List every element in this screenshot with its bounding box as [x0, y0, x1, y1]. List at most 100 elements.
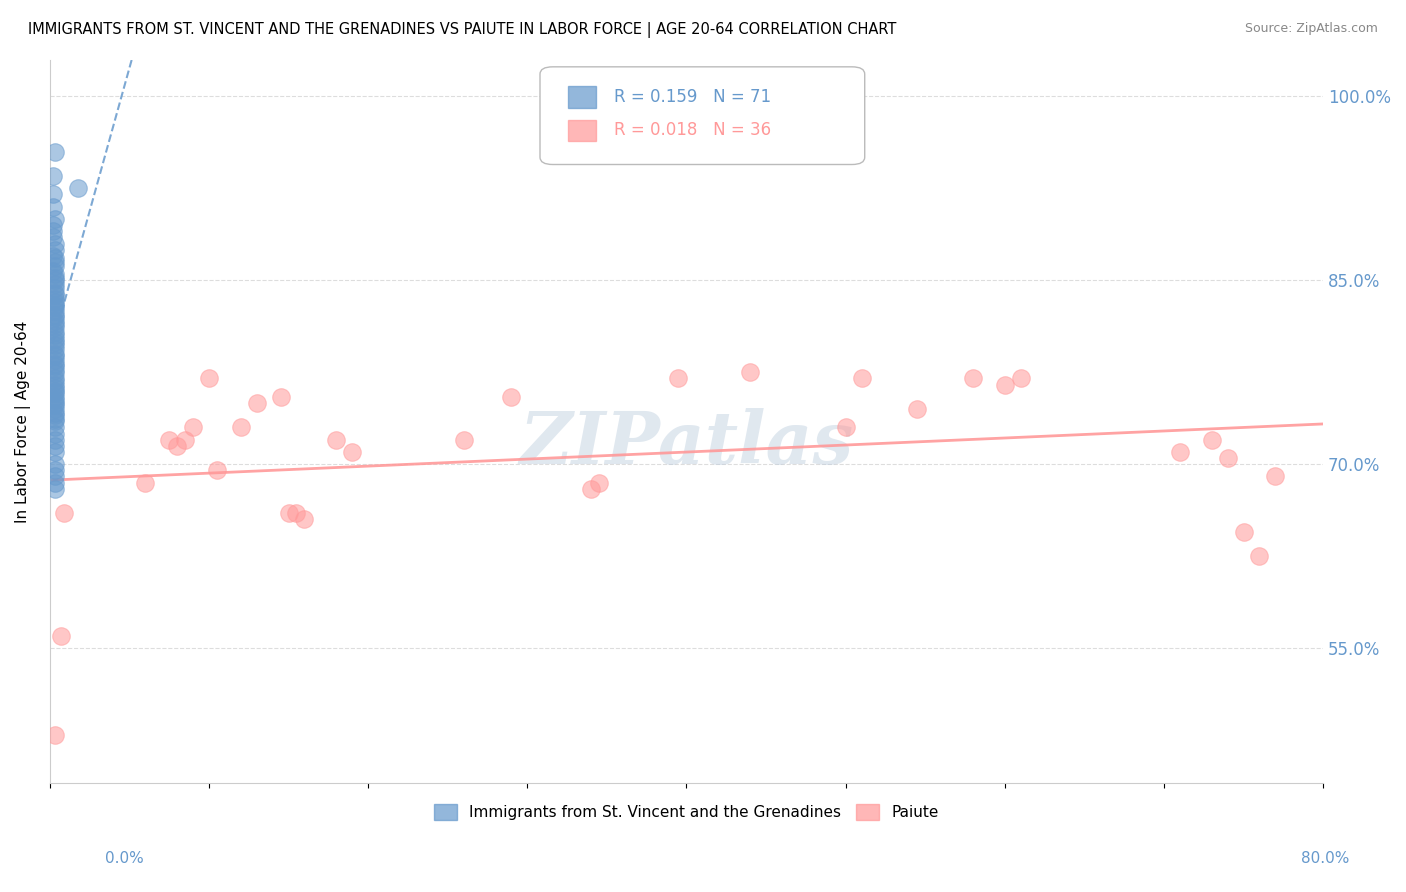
Point [44, 295, 66, 310]
Point [42, 249, 65, 263]
Point [44, 314, 66, 328]
Point [174, 433, 197, 447]
Point [44, 374, 66, 388]
Point [44, 243, 66, 257]
Point [44, 398, 66, 412]
Point [44, 359, 66, 373]
Point [44, 288, 66, 302]
Point [44, 412, 66, 426]
Point [1249, 549, 1271, 564]
Point [44, 271, 66, 285]
Point [44, 332, 66, 346]
Point [905, 402, 928, 417]
Point [44, 386, 66, 401]
Text: ZIPatlas: ZIPatlas [519, 408, 853, 478]
Legend: Immigrants from St. Vincent and the Grenadines, Paiute: Immigrants from St. Vincent and the Gren… [427, 797, 945, 826]
Point [42, 218, 65, 232]
Point [44, 145, 66, 159]
Point [166, 439, 188, 453]
Point [668, 371, 690, 385]
Point [294, 512, 316, 526]
Text: IMMIGRANTS FROM ST. VINCENT AND THE GRENADINES VS PAIUTE IN LABOR FORCE | AGE 20: IMMIGRANTS FROM ST. VINCENT AND THE GREN… [28, 22, 897, 38]
Point [44, 349, 66, 363]
Point [44, 357, 66, 371]
Point [44, 252, 66, 266]
Point [44, 384, 66, 398]
Point [44, 420, 66, 434]
Point [44, 367, 66, 381]
Point [285, 506, 308, 520]
Point [44, 319, 66, 334]
Point [44, 396, 66, 410]
Point [49, 629, 72, 643]
Point [851, 371, 873, 385]
Point [962, 371, 984, 385]
Point [205, 463, 228, 477]
Point [44, 328, 66, 343]
Point [44, 439, 66, 453]
Point [44, 334, 66, 349]
Text: Source: ZipAtlas.com: Source: ZipAtlas.com [1244, 22, 1378, 36]
Point [44, 308, 66, 322]
Point [44, 414, 66, 428]
Point [134, 475, 156, 490]
Point [44, 255, 66, 269]
Point [44, 393, 66, 408]
Point [1232, 524, 1254, 539]
Point [277, 506, 299, 520]
Point [44, 267, 66, 281]
Point [994, 377, 1017, 392]
Point [67, 181, 90, 195]
Point [44, 304, 66, 318]
Point [44, 406, 66, 420]
Point [44, 285, 66, 300]
Point [44, 310, 66, 324]
Point [44, 342, 66, 356]
Point [740, 365, 762, 379]
Point [198, 371, 221, 385]
Text: R = 0.018   N = 36: R = 0.018 N = 36 [614, 121, 770, 139]
Point [157, 433, 180, 447]
Point [44, 236, 66, 251]
Point [44, 381, 66, 395]
Point [42, 187, 65, 202]
Point [44, 318, 66, 332]
FancyBboxPatch shape [568, 87, 596, 108]
Text: 0.0%: 0.0% [105, 851, 145, 865]
Point [44, 426, 66, 441]
Point [579, 482, 602, 496]
Point [44, 457, 66, 471]
Point [181, 420, 204, 434]
Point [44, 371, 66, 385]
Point [44, 325, 66, 339]
Point [44, 402, 66, 417]
Point [42, 263, 65, 277]
Point [44, 292, 66, 306]
Point [325, 433, 347, 447]
Point [44, 463, 66, 477]
Point [246, 396, 269, 410]
Point [44, 212, 66, 227]
Point [229, 420, 252, 434]
Point [834, 420, 856, 434]
Point [340, 445, 363, 459]
Point [44, 433, 66, 447]
Point [44, 475, 66, 490]
Point [44, 273, 66, 287]
Point [1216, 451, 1239, 466]
Point [1010, 371, 1032, 385]
Point [53, 506, 76, 520]
Point [44, 728, 66, 742]
Point [44, 300, 66, 314]
Point [44, 259, 66, 273]
Point [42, 200, 65, 214]
Point [44, 377, 66, 392]
Point [44, 347, 66, 361]
Point [1264, 469, 1286, 483]
Point [44, 390, 66, 404]
Point [42, 169, 65, 183]
Point [42, 224, 65, 238]
Point [588, 475, 610, 490]
Point [44, 280, 66, 294]
Point [44, 338, 66, 352]
